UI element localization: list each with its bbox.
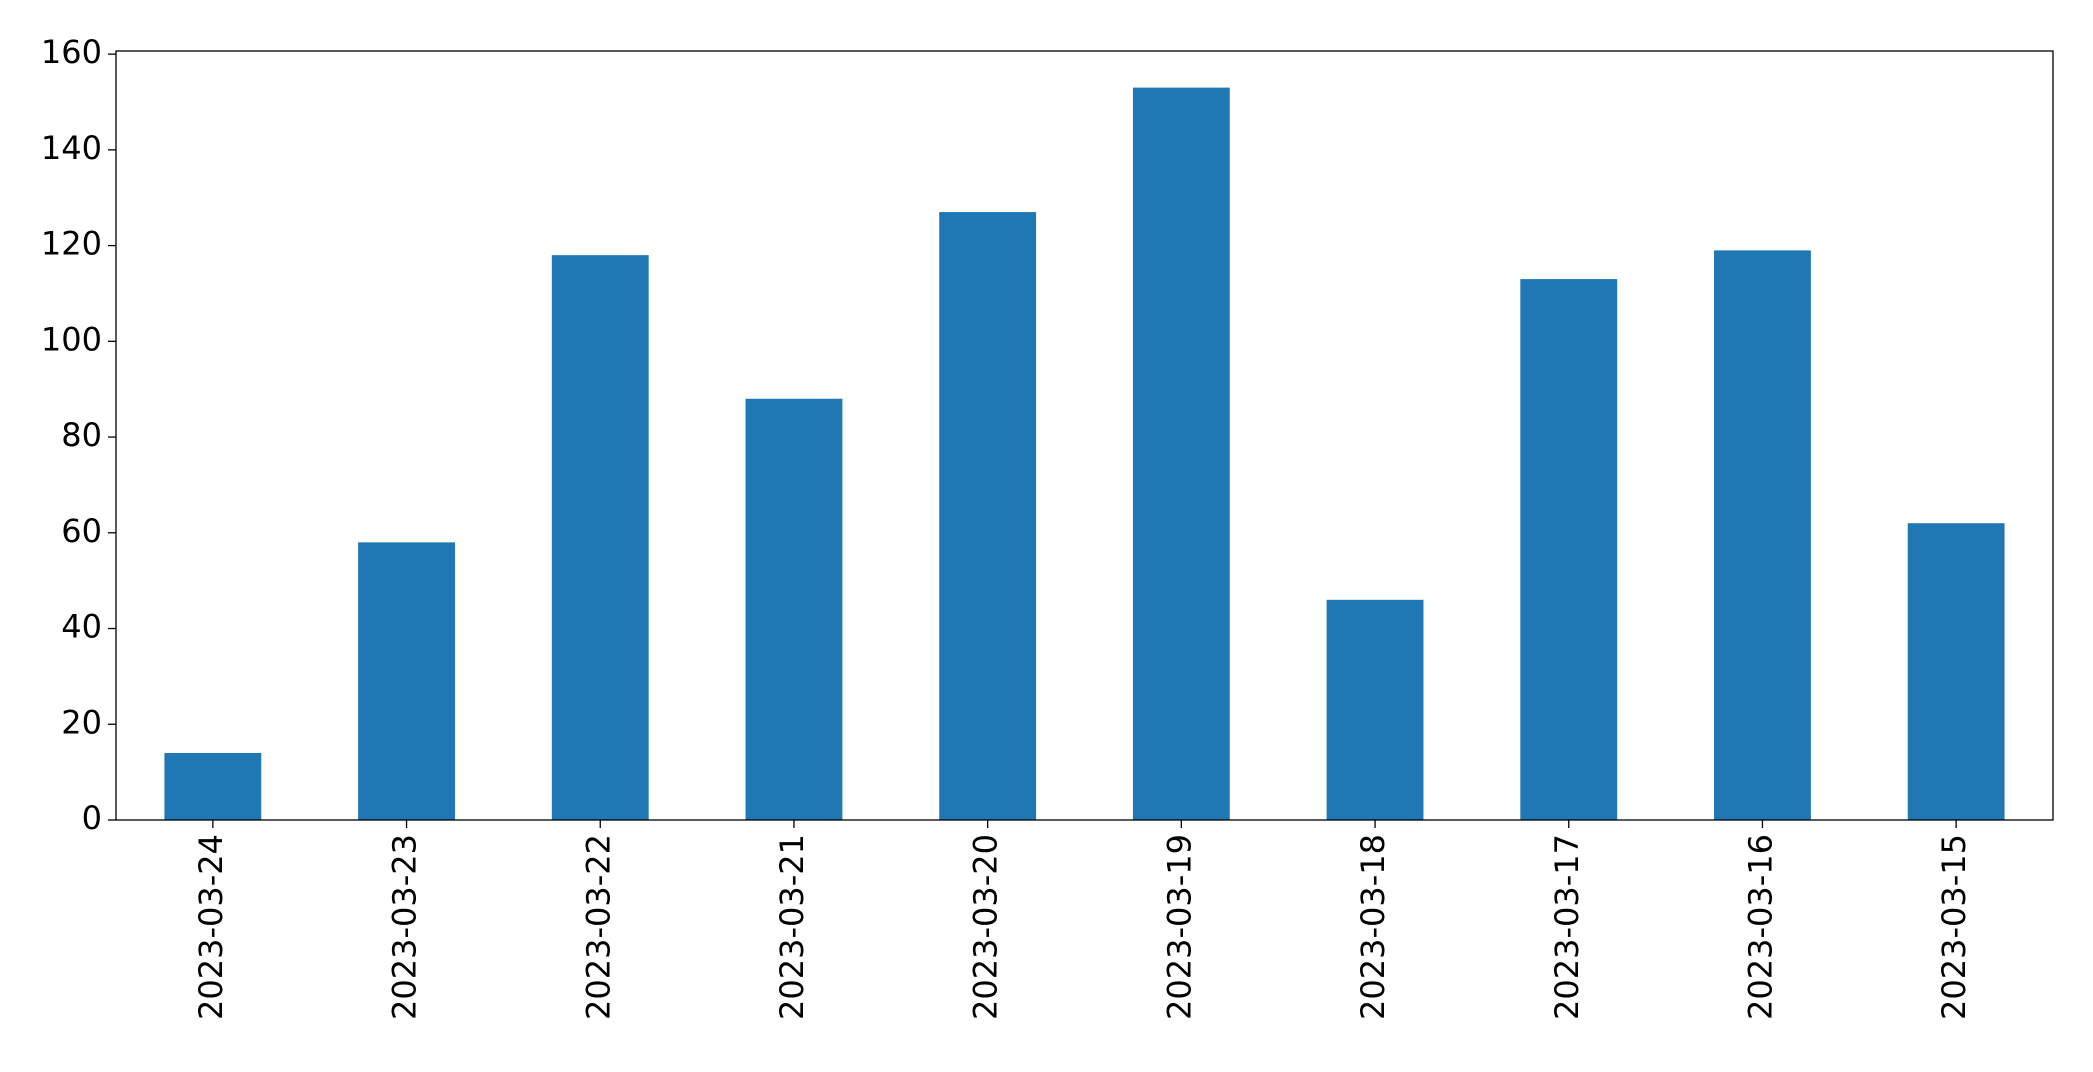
- bar: [1907, 523, 2005, 820]
- y-tick-label: 100: [41, 320, 102, 358]
- x-tick-label: 2023-03-21: [773, 834, 811, 1020]
- x-tick-label: 2023-03-15: [1935, 834, 1973, 1020]
- y-tick-label: 40: [61, 608, 102, 646]
- bar: [1132, 87, 1230, 821]
- bar: [164, 752, 262, 820]
- bar: [1326, 599, 1424, 820]
- x-tick-label: 2023-03-20: [967, 834, 1005, 1020]
- y-tick-label: 0: [82, 799, 102, 837]
- bar: [939, 212, 1037, 821]
- x-tick-label: 2023-03-17: [1548, 834, 1586, 1020]
- plot-frame: [115, 50, 2054, 821]
- bar: [551, 255, 649, 821]
- y-tick-label: 60: [61, 512, 102, 550]
- y-tick-label: 80: [61, 416, 102, 454]
- y-tick-label: 20: [61, 703, 102, 741]
- x-tick-label: 2023-03-22: [579, 834, 617, 1020]
- x-tick-label: 2023-03-16: [1741, 834, 1779, 1020]
- y-tick-label: 160: [41, 33, 102, 71]
- x-tick-label: 2023-03-19: [1160, 834, 1198, 1020]
- y-tick-label: 140: [41, 129, 102, 167]
- bar: [1714, 250, 1811, 821]
- y-tick-label: 120: [41, 225, 102, 263]
- bar: [1520, 279, 1618, 820]
- x-tick-label: 2023-03-23: [386, 834, 424, 1020]
- bar: [358, 542, 455, 820]
- bar: [745, 398, 843, 820]
- x-tick-label: 2023-03-18: [1354, 834, 1392, 1020]
- x-tick-label: 2023-03-24: [192, 834, 230, 1020]
